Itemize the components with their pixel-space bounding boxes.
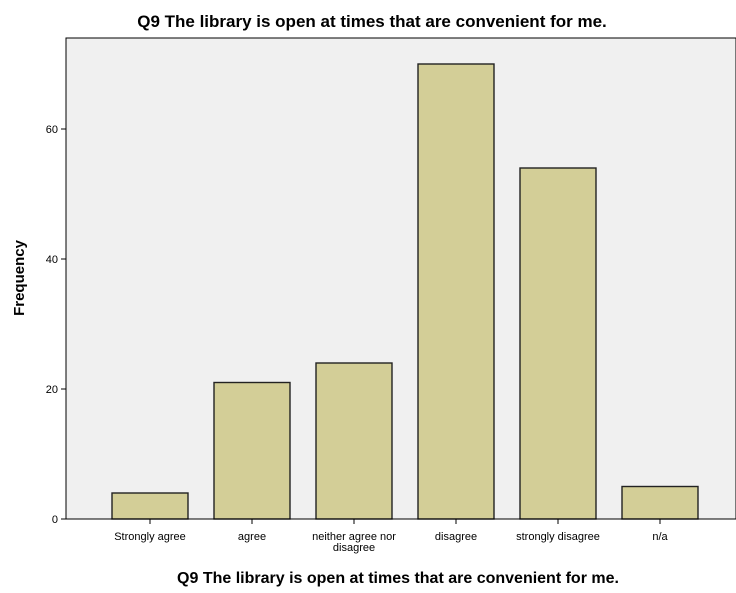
bar xyxy=(519,167,597,520)
x-tick-label: neither agree nor disagree xyxy=(312,531,396,554)
x-tick-label-line: disagree xyxy=(435,531,477,543)
axis-layer xyxy=(65,38,736,520)
chart-title: Q9 The library is open at times that are… xyxy=(137,12,607,31)
plot-area xyxy=(65,37,736,520)
x-tick-label: strongly disagree xyxy=(516,531,600,543)
x-tick-label: agree xyxy=(238,531,266,543)
x-axis-label: Q9 The library is open at times that are… xyxy=(177,570,619,587)
y-tick-layer: 0 20 40 60 xyxy=(46,124,66,526)
x-tick-label: disagree xyxy=(435,531,477,543)
x-tick-label-line: disagree xyxy=(333,542,375,554)
x-tick-label-line: Strongly agree xyxy=(114,531,186,543)
x-tick-label: n/a xyxy=(652,531,668,543)
x-tick-label-line: agree xyxy=(238,531,266,543)
x-tick-layer: Strongly agree agree neither agree nor disa… xyxy=(114,519,669,554)
bar xyxy=(213,381,291,520)
bars-layer xyxy=(111,63,699,520)
x-tick-label: Strongly agree xyxy=(114,531,186,543)
bar xyxy=(111,492,189,520)
x-tick-label-line: n/a xyxy=(652,531,668,543)
bar xyxy=(621,485,699,520)
y-tick-label: 60 xyxy=(46,124,58,136)
x-tick-label-line: strongly disagree xyxy=(516,531,600,543)
y-tick-label: 0 xyxy=(52,514,58,526)
bar xyxy=(417,63,495,520)
y-tick-label: 40 xyxy=(46,254,58,266)
y-axis-label: Frequency xyxy=(11,239,28,316)
bar xyxy=(315,362,393,520)
x-tick-label-line: neither agree nor xyxy=(312,531,396,543)
y-tick-label: 20 xyxy=(46,384,58,396)
